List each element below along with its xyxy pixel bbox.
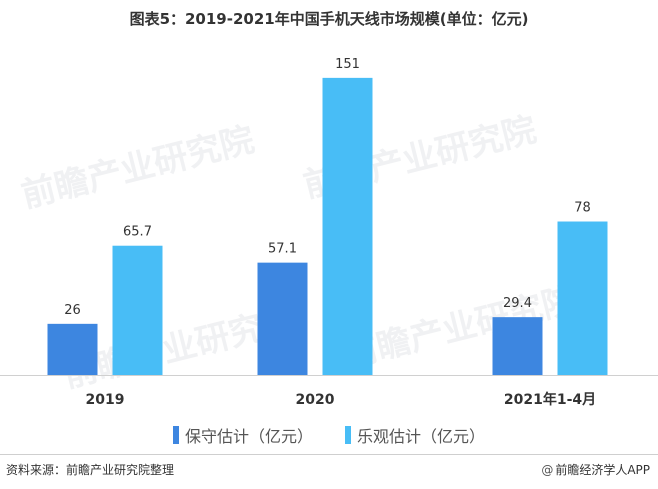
- bar-chart: 26 65.7 2019 57.1 151 2020 29.4 78 2021年1-4月: [0, 57, 658, 408]
- bar-0-2: [492, 317, 543, 375]
- data-label-0-2: 29.4: [503, 296, 532, 311]
- legend-swatch-conservative: [172, 426, 179, 444]
- bar-1-2: [557, 221, 608, 375]
- data-label-1-1: 151: [335, 57, 360, 72]
- data-label-0-0: 26: [64, 303, 81, 318]
- legend-label-optimistic: 乐观估计（亿元）: [357, 427, 486, 446]
- bar-1-0: [112, 245, 163, 375]
- bar-1-1: [322, 77, 373, 375]
- bar-0-1: [257, 262, 308, 375]
- brand-name: 前瞻经济学人APP: [555, 463, 650, 477]
- legend-item-optimistic: 乐观估计（亿元）: [345, 423, 485, 447]
- at-icon: @: [541, 462, 554, 477]
- x-tick-label-1: 2020: [296, 392, 335, 408]
- chart-title: 图表5：2019-2021年中国手机天线市场规模(单位：亿元): [129, 10, 529, 28]
- legend: 保守估计（亿元） 乐观估计（亿元）: [0, 423, 658, 447]
- footer-divider: [0, 454, 658, 455]
- legend-swatch-optimistic: [345, 426, 351, 444]
- brand-credit: @ 前瞻经济学人APP: [541, 461, 650, 478]
- bar-0-0: [47, 323, 98, 375]
- data-label-1-2: 78: [574, 201, 591, 216]
- x-tick-label-2: 2021年1-4月: [504, 391, 596, 408]
- legend-item-conservative: 保守估计（亿元）: [172, 423, 313, 447]
- legend-label-conservative: 保守估计（亿元）: [184, 427, 313, 446]
- data-label-0-1: 57.1: [268, 242, 297, 257]
- source-note: 资料来源：前瞻产业研究院整理: [6, 463, 175, 477]
- data-label-1-0: 65.7: [123, 225, 152, 240]
- x-tick-label-0: 2019: [86, 392, 125, 408]
